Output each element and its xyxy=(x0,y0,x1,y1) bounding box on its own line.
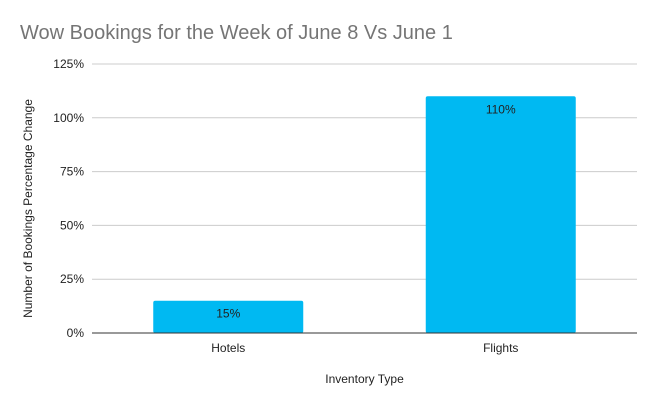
y-axis-ticks: 0% 25% 50% 75% 100% 125% xyxy=(53,57,84,340)
bar-hotels xyxy=(153,300,304,333)
y-tick-label: 100% xyxy=(53,111,84,125)
x-tick-label: Hotels xyxy=(211,341,245,355)
bars: 15% 110% xyxy=(153,96,576,333)
chart-title: Wow Bookings for the Week of June 8 Vs J… xyxy=(20,22,453,44)
data-label: 110% xyxy=(486,102,516,116)
y-tick-label: 50% xyxy=(60,218,84,232)
y-axis-label: Number of Bookings Percentage Change xyxy=(21,99,35,318)
y-tick-label: 75% xyxy=(60,165,84,179)
x-axis-label: Inventory Type xyxy=(325,372,404,386)
x-tick-label: Flights xyxy=(483,341,518,355)
y-tick-label: 125% xyxy=(53,57,84,71)
y-tick-label: 25% xyxy=(60,272,84,286)
bar-flights xyxy=(425,96,576,333)
x-axis-ticks: Hotels Flights xyxy=(211,341,518,355)
y-tick-label: 0% xyxy=(67,326,85,340)
data-label: 15% xyxy=(216,307,240,321)
